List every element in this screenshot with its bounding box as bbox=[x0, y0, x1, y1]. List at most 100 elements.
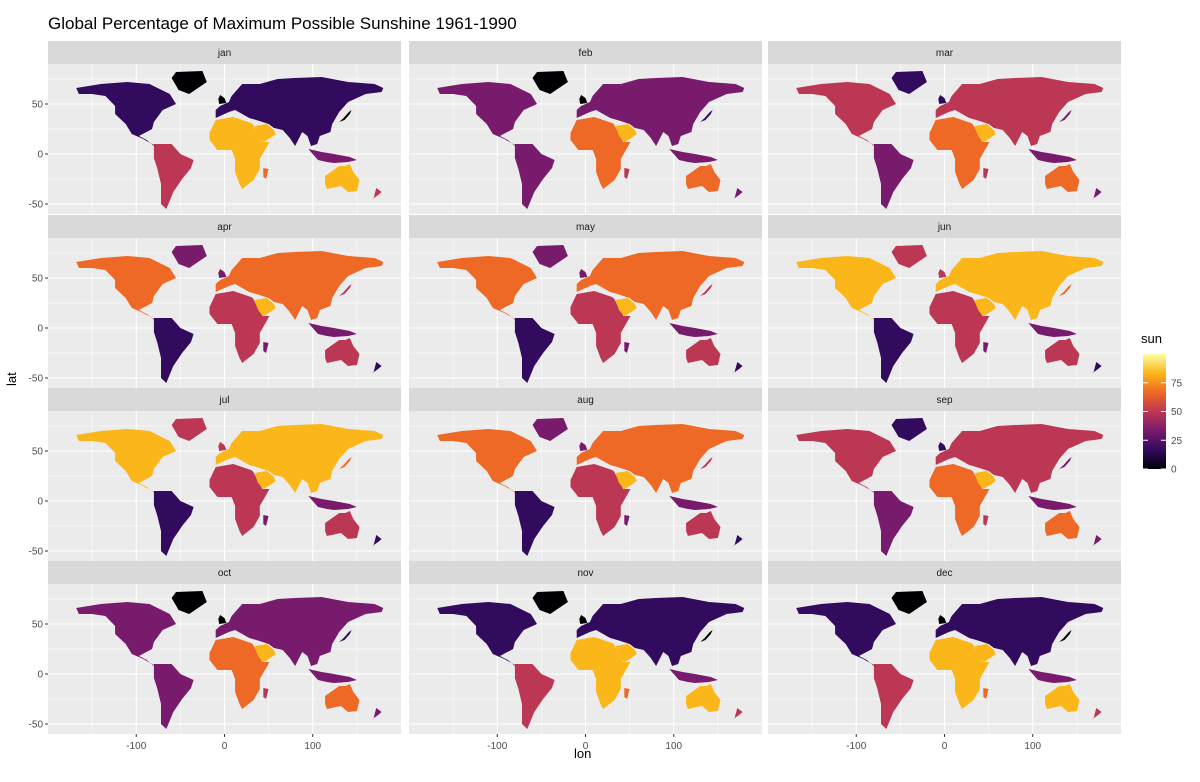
land-greenland-oct bbox=[171, 591, 207, 614]
panel-strip-sep bbox=[768, 388, 1121, 411]
land-arabia-mar bbox=[974, 124, 996, 142]
land-madagascar-aug bbox=[624, 515, 630, 526]
land-south-america-may bbox=[514, 318, 555, 383]
land-uk-jan bbox=[218, 95, 227, 104]
land-greenland-aug bbox=[532, 418, 568, 441]
land-new-zealand-oct bbox=[371, 708, 382, 720]
land-greenland-jun bbox=[891, 245, 927, 268]
land-arabia-jun bbox=[974, 298, 996, 316]
land-africa-mar bbox=[929, 117, 990, 189]
land-madagascar-dec bbox=[983, 688, 989, 699]
land-north-america-apr bbox=[76, 256, 176, 320]
land-new-zealand-nov bbox=[732, 708, 743, 720]
land-arabia-aug bbox=[615, 471, 637, 489]
land-greenland-jan bbox=[171, 71, 207, 94]
x-tick-label: 0 bbox=[583, 741, 589, 752]
panel-label-feb: feb bbox=[579, 48, 593, 59]
land-africa-jul bbox=[209, 464, 270, 536]
panel-strip-nov bbox=[409, 561, 762, 584]
y-tick-label: 0 bbox=[37, 324, 43, 335]
land-south-america-nov bbox=[514, 664, 555, 729]
land-indonesia-aug bbox=[669, 496, 718, 510]
land-europe-asia-oct bbox=[215, 597, 384, 666]
land-madagascar-apr bbox=[263, 342, 269, 353]
land-south-america-jun bbox=[873, 318, 914, 383]
land-arabia-dec bbox=[974, 644, 996, 662]
land-uk-jun bbox=[938, 269, 947, 278]
panel-label-oct: oct bbox=[218, 568, 232, 579]
land-greenland-apr bbox=[171, 245, 207, 268]
land-south-america-oct bbox=[153, 664, 194, 729]
land-new-zealand-jan bbox=[371, 188, 382, 200]
land-greenland-nov bbox=[532, 591, 568, 614]
land-australia-jul bbox=[325, 511, 360, 539]
land-south-america-sep bbox=[873, 491, 914, 556]
land-indonesia-sep bbox=[1028, 496, 1077, 510]
land-greenland-dec bbox=[891, 591, 927, 614]
land-africa-jan bbox=[209, 117, 270, 189]
land-arabia-feb bbox=[615, 124, 637, 142]
y-tick-label: -50 bbox=[29, 200, 44, 211]
land-africa-dec bbox=[929, 637, 990, 709]
x-tick-label: 0 bbox=[222, 741, 228, 752]
chart-title: Global Percentage of Maximum Possible Su… bbox=[48, 14, 517, 33]
land-arabia-nov bbox=[615, 644, 637, 662]
land-madagascar-jun bbox=[983, 342, 989, 353]
land-indonesia-jan bbox=[308, 149, 357, 163]
land-uk-may bbox=[579, 269, 588, 278]
x-tick-label: -100 bbox=[846, 741, 866, 752]
y-tick-label: 50 bbox=[32, 274, 44, 285]
y-tick-label: 50 bbox=[32, 620, 44, 631]
legend-colorbar: 75 50 25 0 bbox=[1143, 354, 1183, 476]
panel-strip-apr bbox=[48, 215, 401, 238]
legend-gradient bbox=[1143, 354, 1166, 469]
land-japan-nov bbox=[700, 630, 713, 642]
land-arabia-apr bbox=[254, 298, 276, 316]
land-north-america-nov bbox=[437, 602, 537, 666]
land-north-america-jun bbox=[796, 256, 896, 320]
land-new-zealand-aug bbox=[732, 535, 743, 547]
panel-label-may: may bbox=[576, 222, 595, 233]
land-africa-sep bbox=[929, 464, 990, 536]
land-europe-asia-aug bbox=[576, 424, 745, 493]
land-europe-asia-feb bbox=[576, 77, 745, 146]
land-north-america-may bbox=[437, 256, 537, 320]
land-uk-dec bbox=[938, 615, 947, 624]
panel-label-nov: nov bbox=[577, 568, 593, 579]
land-arabia-oct bbox=[254, 644, 276, 662]
land-japan-jul bbox=[339, 457, 352, 469]
land-uk-oct bbox=[218, 615, 227, 624]
legend: sun 75 50 25 0 bbox=[1141, 331, 1200, 485]
land-new-zealand-feb bbox=[732, 188, 743, 200]
land-arabia-jan bbox=[254, 124, 276, 142]
land-uk-apr bbox=[218, 269, 227, 278]
land-indonesia-mar bbox=[1028, 149, 1077, 163]
x-tick-label: 100 bbox=[665, 741, 682, 752]
x-tick-label: -100 bbox=[126, 741, 146, 752]
land-madagascar-feb bbox=[624, 168, 630, 179]
x-tick-label: 100 bbox=[304, 741, 321, 752]
land-south-america-apr bbox=[153, 318, 194, 383]
land-australia-jun bbox=[1045, 338, 1080, 366]
panel-label-aug: aug bbox=[577, 395, 594, 406]
land-new-zealand-jun bbox=[1091, 362, 1102, 374]
land-north-america-feb bbox=[437, 82, 537, 146]
land-japan-mar bbox=[1059, 110, 1072, 122]
panel-label-apr: apr bbox=[217, 222, 232, 233]
land-north-america-jan bbox=[76, 82, 176, 146]
land-arabia-may bbox=[615, 298, 637, 316]
land-europe-asia-dec bbox=[935, 597, 1104, 666]
land-south-america-jan bbox=[153, 144, 194, 209]
legend-tick-label: 25 bbox=[1171, 436, 1183, 447]
legend-tick-label: 75 bbox=[1171, 378, 1183, 389]
land-north-america-mar bbox=[796, 82, 896, 146]
land-indonesia-jun bbox=[1028, 323, 1077, 337]
land-indonesia-nov bbox=[669, 669, 718, 683]
land-africa-apr bbox=[209, 291, 270, 363]
land-europe-asia-jan bbox=[215, 77, 384, 146]
land-south-america-dec bbox=[873, 664, 914, 729]
land-australia-jan bbox=[325, 164, 360, 192]
land-australia-mar bbox=[1045, 164, 1080, 192]
y-tick-label: -50 bbox=[29, 374, 44, 385]
